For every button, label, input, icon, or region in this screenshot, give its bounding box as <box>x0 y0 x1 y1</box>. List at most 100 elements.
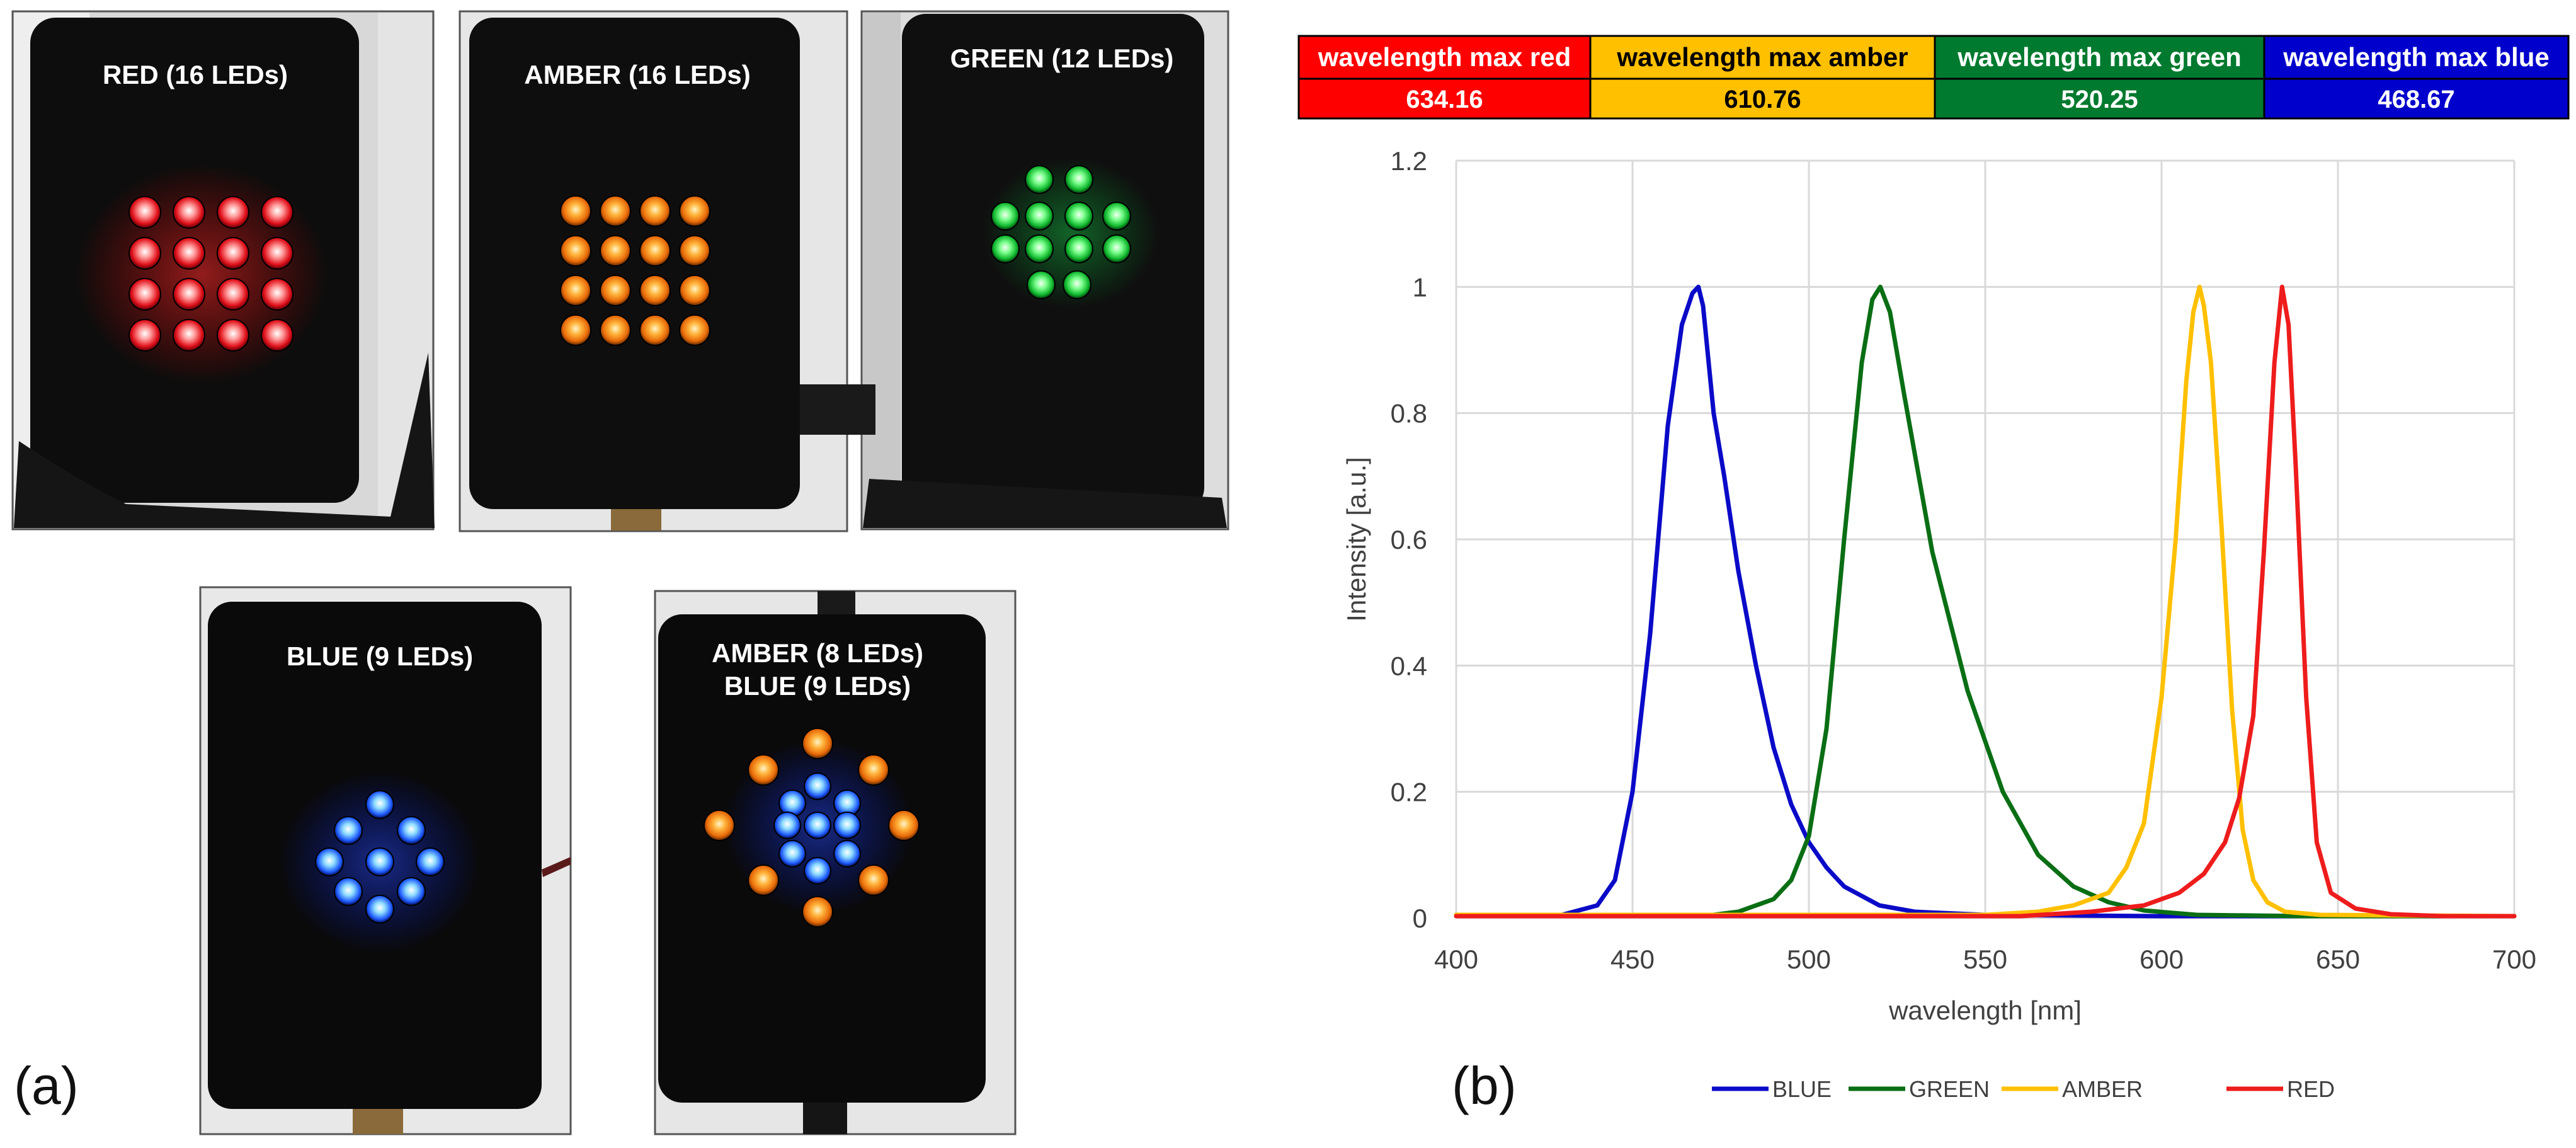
led-red-10 <box>173 278 205 311</box>
led-grid-amber-blue <box>704 728 920 927</box>
led-amber-8 <box>679 235 710 267</box>
led-red-9 <box>128 278 161 311</box>
led-amber-13 <box>560 314 591 346</box>
led-amber-4 <box>679 195 710 227</box>
led-amber-2 <box>748 754 779 786</box>
led-red-1 <box>128 196 161 229</box>
series-line-blue <box>1454 284 2517 919</box>
table-value-cell <box>2263 77 2570 120</box>
led-red-5 <box>128 237 161 270</box>
photo-green: GREEN (12 LEDs) <box>800 10 1229 531</box>
led-grid-green <box>991 165 1131 299</box>
led-grid-blue <box>315 790 445 924</box>
led-blue-7 <box>778 840 806 868</box>
led-grid-red <box>128 196 294 352</box>
led-blue-7 <box>334 877 363 906</box>
led-amber-10 <box>600 275 631 306</box>
table-header-cell <box>1934 35 2265 80</box>
legend-label-green: GREEN <box>1909 1076 1990 1102</box>
table-header-text: wavelength max blue <box>2282 42 2549 72</box>
led-red-2 <box>173 196 205 229</box>
led-amber-3 <box>639 195 671 227</box>
led-green-8 <box>1025 234 1054 263</box>
y-tick-label: 1.2 <box>1391 146 1427 176</box>
led-amber-1 <box>802 728 833 759</box>
led-red-11 <box>217 278 249 311</box>
photo-amber-blue-title-line1: AMBER (8 LEDs) <box>712 638 923 668</box>
led-amber-9 <box>560 275 591 306</box>
led-blue-1 <box>804 772 831 800</box>
led-red-3 <box>217 196 249 229</box>
series-lines <box>1454 284 2517 919</box>
table-header-cell <box>1297 35 1592 80</box>
led-green-1 <box>1025 165 1054 194</box>
led-amber-1 <box>560 195 591 227</box>
table-header-text: wavelength max red <box>1318 42 1571 72</box>
led-amber-7 <box>858 864 889 896</box>
led-green-7 <box>991 234 1020 263</box>
led-red-13 <box>128 319 161 352</box>
led-red-7 <box>217 237 249 270</box>
led-red-14 <box>173 319 205 352</box>
led-red-12 <box>261 278 294 311</box>
led-blue-9 <box>804 857 831 885</box>
led-grid-amber <box>560 195 710 346</box>
led-amber-12 <box>679 275 710 306</box>
table-value-text: 634.16 <box>1406 86 1483 113</box>
photo-amber-title: AMBER (16 LEDs) <box>524 60 750 89</box>
led-blue-8 <box>833 840 861 868</box>
legend-label-blue: BLUE <box>1772 1076 1832 1102</box>
y-tick-label: 1 <box>1413 272 1427 302</box>
x-axis-label: wavelength [nm] <box>1888 996 2082 1025</box>
x-tick-label: 650 <box>2316 944 2360 974</box>
y-tick-label: 0.4 <box>1391 651 1427 680</box>
led-blue-6 <box>416 847 445 876</box>
led-amber-7 <box>639 235 671 267</box>
led-red-4 <box>261 196 294 229</box>
led-green-3 <box>991 202 1020 231</box>
spectrum-chart: 00.20.40.60.811.2 400 450 500 550 600 650 700 … <box>1342 146 2536 1115</box>
x-tick-label: 450 <box>1610 944 1655 974</box>
y-tick-labels: 0 0.2 0.4 0.6 0.8 1 1.2 <box>1391 146 1427 933</box>
led-blue-2 <box>334 816 363 845</box>
led-blue-5 <box>804 812 831 839</box>
led-blue-3 <box>397 816 426 845</box>
photo-amber-blue: AMBER (8 LEDs) BLUE (9 LEDs) <box>654 590 1017 1135</box>
table-value-text: 610.76 <box>1724 86 1801 113</box>
led-amber-14 <box>600 314 631 346</box>
led-green-5 <box>1064 202 1093 231</box>
y-tick-label: 0.2 <box>1391 778 1427 807</box>
led-red-16 <box>261 319 294 352</box>
legend: BLUE GREEN AMBER RED <box>1712 1076 2335 1102</box>
led-red-6 <box>173 237 205 270</box>
x-tick-label: 550 <box>1963 944 2007 974</box>
photo-green-title: GREEN (12 LEDs) <box>950 43 1174 73</box>
led-amber-2 <box>600 195 631 227</box>
led-blue-9 <box>365 895 394 924</box>
led-green-4 <box>1025 202 1054 231</box>
photo-amber-blue-title-line2: BLUE (9 LEDs) <box>724 671 911 701</box>
led-amber-15 <box>639 314 671 346</box>
led-amber-4 <box>704 810 735 841</box>
y-tick-label: 0.6 <box>1391 525 1427 554</box>
legend-label-amber: AMBER <box>2062 1076 2143 1102</box>
led-blue-6 <box>833 812 861 839</box>
led-amber-16 <box>679 314 710 346</box>
x-tick-label: 400 <box>1434 944 1478 974</box>
led-green-10 <box>1102 234 1131 263</box>
led-green-12 <box>1063 270 1091 299</box>
series-line-green <box>1454 284 2517 919</box>
led-green-9 <box>1064 234 1093 263</box>
legend-label-red: RED <box>2287 1076 2335 1102</box>
y-tick-label: 0.8 <box>1391 399 1427 428</box>
photo-red: RED (16 LEDs) <box>11 10 435 531</box>
photo-panel: RED (16 LEDs) AMBER (16 LEDs) GREEN (12 … <box>11 10 1229 1135</box>
series-line-amber <box>1454 284 2517 919</box>
led-blue-4 <box>315 847 344 876</box>
table-header-text: wavelength max green <box>1957 42 2242 72</box>
x-tick-label: 500 <box>1787 944 1831 974</box>
peak-table: wavelength max red 634.16 wavelength max a… <box>1297 35 2570 120</box>
led-blue-1 <box>365 790 394 819</box>
led-blue-4 <box>773 812 801 839</box>
